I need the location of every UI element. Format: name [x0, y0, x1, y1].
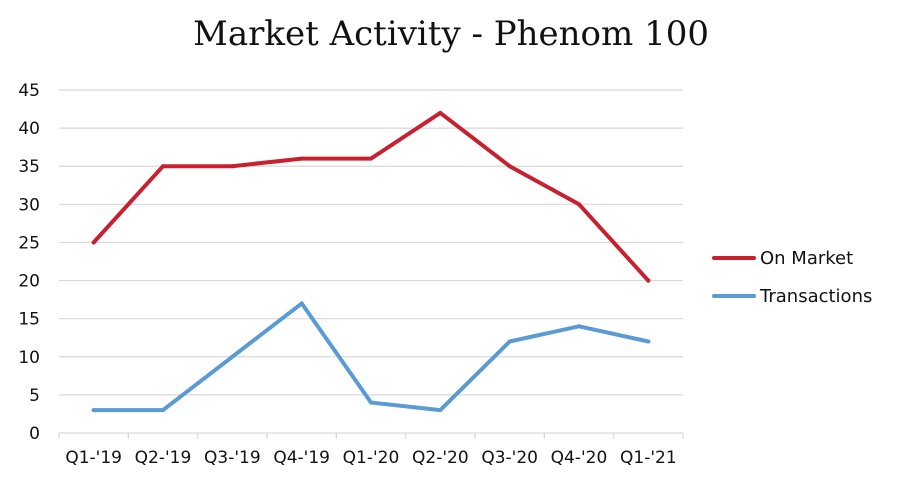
- axes: [58, 432, 684, 439]
- data-point: [299, 301, 304, 306]
- x-tick-label: Q2-'20: [412, 448, 469, 468]
- legend-label: Transactions: [759, 286, 872, 307]
- x-tick-label: Q4-'19: [273, 448, 330, 468]
- y-tick-label: 20: [18, 272, 40, 292]
- data-point: [230, 354, 235, 359]
- gridlines: [59, 89, 683, 396]
- data-point: [369, 156, 373, 161]
- data-point: [161, 164, 165, 169]
- data-point: [91, 408, 96, 413]
- data-point: [161, 408, 165, 413]
- legend-label: On Market: [760, 248, 853, 269]
- x-tick-label: Q2-'19: [135, 448, 192, 468]
- series-lines: [91, 110, 651, 413]
- data-point: [299, 156, 304, 161]
- x-tick-label: Q4-'20: [551, 448, 608, 468]
- y-tick-label: 45: [18, 81, 40, 101]
- y-tick-label: 40: [18, 119, 40, 139]
- data-point: [577, 202, 581, 207]
- data-point: [577, 324, 581, 329]
- legend: On Market Transactions: [712, 248, 872, 307]
- x-tick-label: Q1-'20: [343, 448, 400, 468]
- y-tick-label: 15: [18, 310, 40, 330]
- data-point: [646, 278, 651, 283]
- chart-title: Market Activity - Phenom 100: [193, 14, 709, 54]
- y-axis-ticks: 0 5 10 15 20 25 30 35 40 45: [18, 81, 40, 444]
- data-point: [438, 110, 443, 115]
- x-tick-label: Q1-'21: [620, 448, 677, 468]
- y-tick-label: 5: [29, 386, 40, 406]
- y-tick-label: 0: [29, 424, 40, 444]
- data-point: [230, 164, 235, 169]
- y-tick-label: 30: [18, 195, 40, 215]
- data-point: [369, 400, 373, 405]
- y-tick-label: 10: [18, 348, 40, 368]
- data-point: [646, 339, 651, 344]
- x-tick-label: Q3-'20: [481, 448, 538, 468]
- data-point: [507, 164, 512, 169]
- series-line-on-market: [91, 110, 651, 283]
- x-axis-ticks: Q1-'19 Q2-'19 Q3-'19 Q4-'19 Q1-'20 Q2-'20 Q3-'…: [65, 448, 676, 468]
- data-point: [438, 408, 443, 413]
- y-tick-label: 25: [18, 233, 40, 253]
- x-tick-label: Q1-'19: [65, 448, 122, 468]
- y-tick-label: 35: [18, 157, 40, 177]
- x-tick-label: Q3-'19: [204, 448, 261, 468]
- data-point: [91, 240, 96, 245]
- data-point: [507, 339, 512, 344]
